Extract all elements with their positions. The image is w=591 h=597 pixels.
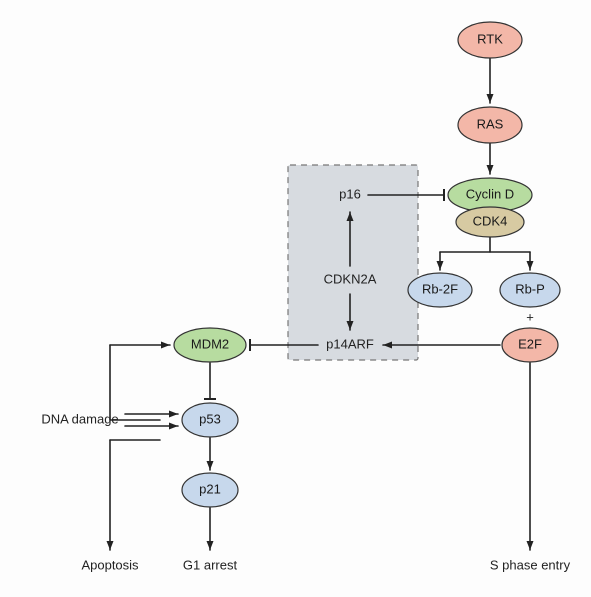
node-rtk: RTK bbox=[458, 22, 522, 58]
node-ras: RAS bbox=[458, 107, 522, 143]
node-p53: p53 bbox=[182, 403, 238, 437]
arrow-dna-to-p53-top bbox=[125, 411, 178, 418]
node-p21-label: p21 bbox=[199, 481, 221, 496]
node-mdm2: MDM2 bbox=[174, 328, 246, 362]
arrow-cdk-to-rb2f bbox=[437, 252, 444, 270]
node-mdm2-label: MDM2 bbox=[191, 336, 229, 351]
label-plus: + bbox=[526, 309, 534, 324]
endlabel-g1arrest: G1 arrest bbox=[183, 558, 238, 573]
label-dnadam: DNA damage bbox=[41, 411, 118, 426]
node-rtk-label: RTK bbox=[477, 31, 503, 46]
arrow-mdm2-p53 bbox=[204, 363, 216, 399]
node-cdk4: CDK4 bbox=[456, 207, 524, 237]
node-rb2f: Rb-2F bbox=[408, 273, 472, 307]
node-rbp: Rb-P bbox=[500, 273, 560, 307]
node-ras-label: RAS bbox=[477, 116, 504, 131]
arrow-cdk-to-rbp bbox=[527, 252, 534, 270]
arrow-ras-cyclind bbox=[487, 143, 494, 174]
arrow-p53-to-mdm2 bbox=[110, 342, 170, 349]
arrow-p53-vert-down bbox=[107, 440, 114, 550]
pathway-diagram: RTK RAS Cyclin D CDK4 Rb-2F Rb-P E2F MDM2 p53 p21… bbox=[0, 0, 591, 597]
node-e2f-label: E2F bbox=[518, 336, 542, 351]
label-p16: p16 bbox=[339, 186, 361, 201]
node-cyclind-label: Cyclin D bbox=[466, 186, 514, 201]
endlabel-apoptosis: Apoptosis bbox=[81, 558, 139, 573]
node-e2f: E2F bbox=[502, 328, 558, 362]
arrow-e2f-sphase bbox=[527, 363, 534, 550]
label-p14arf: p14ARF bbox=[326, 336, 374, 351]
node-p21: p21 bbox=[182, 473, 238, 507]
arrow-rtk-ras bbox=[487, 58, 494, 103]
node-cdk4-label: CDK4 bbox=[473, 213, 508, 228]
node-p53-label: p53 bbox=[199, 411, 221, 426]
arrow-p53-p21 bbox=[207, 438, 214, 470]
node-rbp-label: Rb-P bbox=[515, 281, 545, 296]
arrow-p21-g1 bbox=[207, 508, 214, 550]
node-rb2f-label: Rb-2F bbox=[422, 281, 458, 296]
arrow-dna-to-p53-bot bbox=[125, 423, 178, 430]
label-cdkn2a: CDKN2A bbox=[324, 271, 377, 286]
endlabel-sphase: S phase entry bbox=[490, 558, 571, 573]
